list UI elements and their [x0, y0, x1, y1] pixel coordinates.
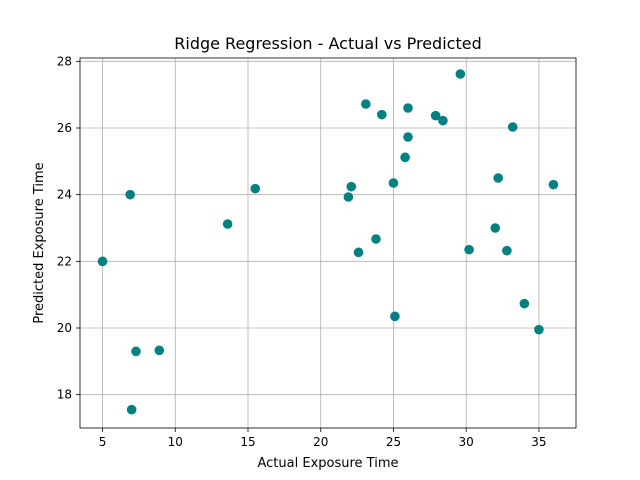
- y-tick-label: 26: [57, 121, 72, 135]
- scatter-point: [507, 122, 518, 132]
- grid-layer: [80, 58, 576, 428]
- scatter-point: [400, 152, 410, 163]
- x-tick-label: 35: [531, 435, 546, 449]
- scatter-point: [403, 103, 413, 113]
- scatter-point: [502, 245, 512, 256]
- scatter-point: [519, 298, 530, 309]
- y-tick-label: 22: [57, 254, 72, 268]
- scatter-point: [371, 234, 381, 244]
- y-tick-label: 20: [57, 321, 72, 335]
- scatter-point: [534, 324, 544, 335]
- scatter-point: [464, 244, 474, 255]
- x-axis-label: Actual Exposure Time: [258, 456, 399, 471]
- scatter-point: [493, 173, 503, 183]
- scatter-point: [438, 115, 448, 126]
- scatter-point: [490, 223, 501, 233]
- x-tick-label: 20: [313, 435, 328, 449]
- scatter-point: [346, 181, 357, 192]
- x-tick-label: 30: [459, 435, 474, 449]
- scatter-point: [131, 346, 141, 357]
- x-tick-label: 10: [168, 435, 183, 449]
- scatter-point: [125, 189, 135, 200]
- scatter-point: [403, 132, 413, 142]
- y-tick-label: 24: [57, 188, 72, 202]
- scatter-point: [390, 311, 400, 322]
- point-layer: [97, 69, 559, 415]
- scatter-point: [361, 99, 371, 109]
- plot-frame: [79, 57, 577, 429]
- y-axis-label: Predicted Exposure Time: [32, 162, 47, 323]
- scatter-point: [353, 247, 364, 258]
- scatter-point: [250, 183, 261, 194]
- chart-title: Ridge Regression - Actual vs Predicted: [174, 34, 481, 53]
- x-tick-label: 5: [99, 435, 107, 449]
- scatter-point: [377, 109, 387, 120]
- tick-layer: 5 10 15 20 25 30 35 18 20 22 24 26 28: [57, 54, 547, 449]
- x-tick-label: 15: [240, 435, 255, 449]
- y-tick-label: 18: [57, 388, 72, 402]
- scatter-point: [343, 192, 354, 202]
- scatter-point: [455, 69, 466, 79]
- y-tick-label: 28: [57, 54, 72, 68]
- scatter-point: [548, 179, 559, 190]
- scatter-point: [222, 219, 233, 229]
- scatter-point: [97, 256, 108, 267]
- scatter-point: [388, 178, 399, 188]
- x-tick-label: 25: [386, 435, 401, 449]
- scatter-point: [430, 110, 441, 121]
- scatter-point: [126, 404, 137, 415]
- scatter-point: [154, 345, 165, 356]
